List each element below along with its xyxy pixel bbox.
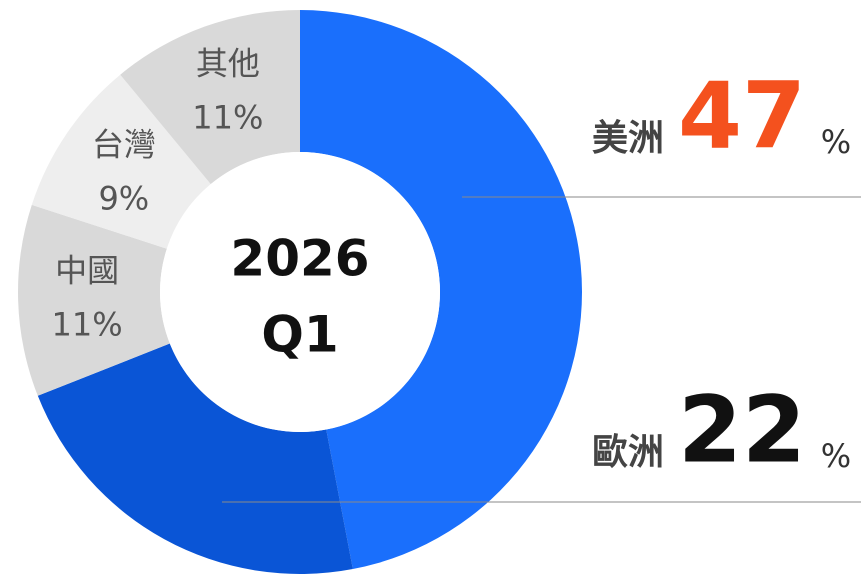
category-label: 歐洲 — [592, 432, 664, 473]
category-label: 美洲 — [592, 118, 664, 159]
unit-label: % — [821, 123, 851, 161]
value-label: 22 — [678, 376, 806, 483]
donut-slice — [18, 204, 170, 396]
value-label: 47 — [678, 62, 806, 169]
category-label: 中國 — [55, 252, 119, 290]
value-label: 9% — [98, 179, 149, 217]
center-label: 2026 — [230, 230, 369, 288]
center-label: Q1 — [261, 306, 338, 364]
category-label: 其他 — [196, 45, 260, 83]
donut-hole — [160, 152, 440, 432]
value-label: 11% — [192, 99, 263, 137]
donut-slice — [120, 10, 301, 185]
donut-slice — [31, 74, 211, 249]
donut-slice — [300, 10, 582, 570]
value-label: 11% — [52, 306, 123, 344]
donut-slice — [37, 343, 353, 574]
unit-label: % — [821, 437, 851, 475]
category-label: 台灣 — [92, 125, 156, 163]
